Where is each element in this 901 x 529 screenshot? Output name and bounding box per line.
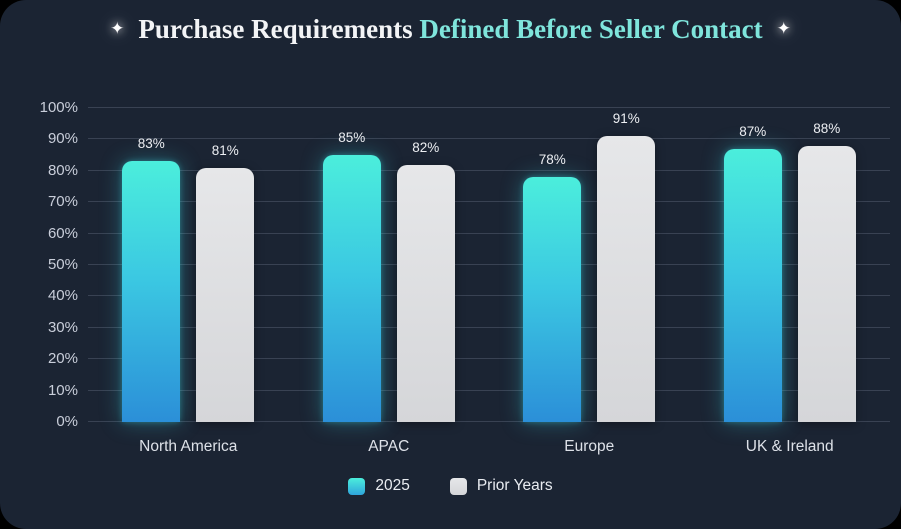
bar-value-label: 91% [612, 111, 640, 127]
bar-2025-north-america: 83% [122, 136, 181, 422]
gridline [88, 169, 890, 171]
gridline [88, 358, 890, 360]
legend-label: 2025 [375, 477, 410, 494]
y-axis-tick-label: 90% [47, 130, 78, 148]
y-axis: 0% 10% 20% 30% 40% 50% 60% 70% 80% 90% 100% [14, 99, 78, 430]
page-title: ✦ Purchase Requirements Defined Before S… [0, 9, 901, 49]
x-axis-label-apac: APAC [368, 438, 410, 455]
bar-fill [322, 155, 381, 422]
gridline [88, 201, 890, 203]
gridline [88, 138, 890, 140]
bar-2025-apac: 85% [322, 130, 381, 422]
bar-value-label: 78% [538, 152, 566, 168]
sparkle-icon: ✦ [776, 19, 791, 39]
x-axis: North America APAC Europe UK & Ireland [88, 438, 890, 456]
bar-group-north-america: 83% 81% [122, 108, 255, 422]
bar-2025-uk-ireland: 87% [723, 124, 782, 422]
bar-prior-uk-ireland: 88% [797, 121, 856, 422]
x-axis-label-uk-ireland: UK & Ireland [745, 438, 834, 455]
gridline [88, 264, 890, 265]
title-primary: Purchase Requirements [138, 14, 413, 44]
y-axis-tick-label: 70% [47, 193, 78, 211]
gridline [88, 326, 890, 328]
legend-swatch-icon [449, 477, 467, 495]
x-axis-label-north-america: North America [139, 438, 238, 455]
bar-value-label: 87% [739, 123, 767, 139]
bar-value-label: 82% [412, 139, 440, 155]
legend: 2025 Prior Years [0, 477, 901, 495]
bar-fill [196, 167, 255, 422]
bar-prior-europe: 91% [597, 111, 656, 422]
title-accent-text: Defined Before Seller Contact [419, 14, 763, 44]
bar-fill [122, 161, 181, 422]
plot-area: 83% 81% 85% 82% 78% 91% 87% 88% [88, 107, 890, 422]
bar-value-label: 83% [137, 136, 165, 152]
bar-groups: 83% 81% 85% 82% 78% 91% 87% 88% [88, 108, 890, 422]
y-axis-tick-label: 50% [47, 256, 78, 273]
bar-fill [523, 177, 582, 422]
title-text: Purchase Requirements Defined Before Sel… [138, 9, 762, 49]
gridline [88, 107, 890, 108]
bar-value-label: 85% [338, 130, 366, 146]
y-axis-tick-label: 80% [47, 161, 78, 179]
bar-fill [723, 148, 782, 422]
y-axis-tick-label: 60% [47, 224, 78, 242]
bar-fill [396, 164, 455, 422]
legend-label: Prior Years [476, 477, 553, 494]
y-axis-tick-label: 40% [47, 287, 78, 305]
bar-fill [597, 136, 656, 422]
bar-2025-europe: 78% [523, 152, 582, 422]
bar-prior-apac: 82% [396, 140, 455, 422]
legend-item-2025: 2025 [348, 477, 410, 495]
bar-group-europe: 78% 91% [523, 108, 656, 422]
bar-value-label: 81% [211, 142, 239, 158]
gridline [88, 295, 890, 297]
y-axis-tick-label: 10% [47, 381, 78, 399]
bar-group-uk-ireland: 87% 88% [723, 108, 856, 422]
bar-fill [797, 145, 856, 422]
bar-prior-north-america: 81% [196, 143, 255, 422]
y-axis-tick-label: 30% [47, 318, 78, 336]
bar-group-apac: 85% 82% [322, 108, 455, 422]
bar-value-label: 88% [813, 120, 841, 136]
y-axis-tick-label: 20% [47, 350, 78, 368]
x-axis-label-europe: Europe [564, 438, 615, 455]
y-axis-tick-label: 100% [39, 99, 78, 116]
legend-item-prior-years: Prior Years [449, 477, 553, 495]
legend-swatch-icon [348, 477, 366, 495]
gridline [88, 389, 890, 391]
gridline [88, 421, 890, 422]
sparkle-icon: ✦ [110, 19, 125, 39]
y-axis-tick-label: 0% [56, 413, 78, 430]
gridline [88, 232, 890, 234]
